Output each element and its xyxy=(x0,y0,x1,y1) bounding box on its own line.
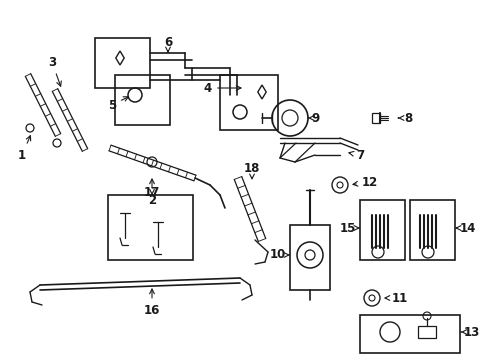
Text: 2: 2 xyxy=(148,179,156,207)
Bar xyxy=(409,200,454,260)
Text: 10: 10 xyxy=(269,248,288,261)
Bar xyxy=(359,200,404,260)
Bar xyxy=(220,75,278,130)
Text: 18: 18 xyxy=(244,162,260,179)
Text: 12: 12 xyxy=(352,176,377,189)
Polygon shape xyxy=(257,85,265,99)
Text: 17: 17 xyxy=(143,185,160,198)
Text: 9: 9 xyxy=(307,112,319,125)
Bar xyxy=(289,225,329,290)
Bar xyxy=(95,38,150,88)
Text: 8: 8 xyxy=(398,112,411,125)
Text: 13: 13 xyxy=(460,325,479,338)
Text: 6: 6 xyxy=(163,36,172,52)
Text: 15: 15 xyxy=(339,221,359,234)
Text: 3: 3 xyxy=(48,55,61,86)
Text: 14: 14 xyxy=(455,221,475,234)
Bar xyxy=(108,195,193,260)
Text: 16: 16 xyxy=(143,289,160,316)
Text: 5: 5 xyxy=(108,97,128,112)
Bar xyxy=(417,326,435,338)
Bar xyxy=(115,75,170,125)
Text: 7: 7 xyxy=(348,149,364,162)
Bar xyxy=(359,315,459,353)
Polygon shape xyxy=(116,51,124,65)
Bar xyxy=(371,113,379,123)
Text: 1: 1 xyxy=(18,136,31,162)
Text: 11: 11 xyxy=(384,292,407,305)
Text: 4: 4 xyxy=(203,81,241,95)
